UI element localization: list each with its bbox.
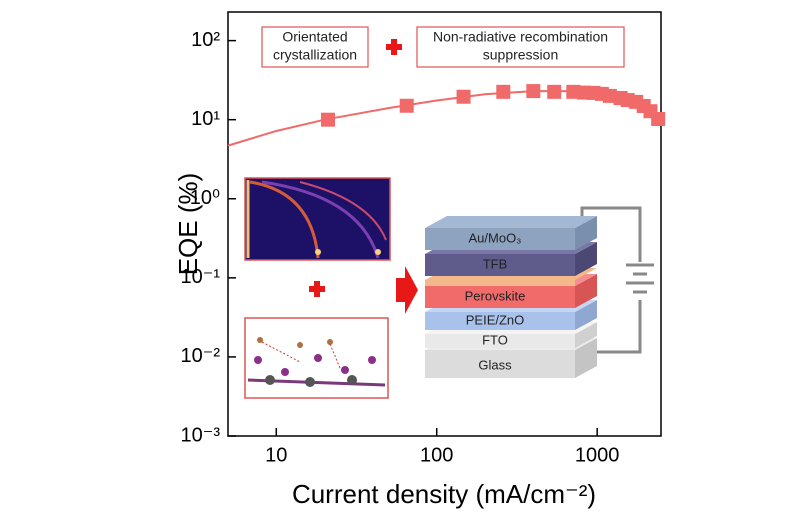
layer-front (425, 350, 575, 378)
y-axis-label: EQE (%) (173, 173, 203, 276)
annotation-text: suppression (483, 47, 559, 63)
layer-label: FTO (482, 332, 508, 347)
battery (626, 263, 654, 294)
layer-side (575, 300, 597, 330)
arrow (396, 266, 418, 314)
layer-front (425, 228, 575, 250)
layer-side (575, 274, 597, 308)
layer-front (425, 334, 575, 348)
layer-side (575, 216, 597, 250)
layer-label: Glass (478, 357, 512, 372)
y-tick-label: 10² (191, 29, 220, 51)
molecular-inset (244, 317, 389, 399)
y-tick-label: 10⁰ (190, 187, 220, 209)
x-tick-label: 10 (265, 444, 287, 466)
fit-line (227, 90, 662, 147)
x-axis-label: Current density (mA/cm⁻²) (292, 479, 596, 509)
x-tick-label: 1000 (575, 444, 620, 466)
annotation-text: crystallization (273, 47, 357, 63)
layer-top (425, 216, 597, 228)
diffraction-inset (244, 177, 391, 261)
annotation-box (416, 26, 625, 68)
layer-side (575, 322, 597, 348)
layer-label: Au/MoO₃ (469, 230, 522, 245)
y-tick-label: 10¹ (191, 108, 220, 130)
annotation-box (261, 26, 369, 68)
layer-side (575, 338, 597, 378)
layer-front (425, 286, 575, 308)
circuit (580, 206, 642, 354)
annotation-text: Orientated (282, 29, 347, 45)
x-tick-label: 100 (420, 444, 453, 466)
plot-frame (227, 11, 662, 437)
y-tick-label: 10⁻¹ (181, 266, 221, 288)
layer-label: Perovskite (465, 288, 526, 303)
layer-front (425, 254, 575, 276)
plus-signs (309, 39, 402, 297)
data-point (651, 112, 666, 127)
y-tick-label: 10⁻³ (181, 424, 221, 446)
layer-label: PEIE/ZnO (466, 312, 525, 327)
layer-label: TFB (483, 256, 508, 271)
annotation-text: Non-radiative recombination (433, 29, 608, 45)
layer-side (575, 242, 597, 276)
layer-front (425, 312, 575, 330)
y-tick-label: 10⁻² (181, 345, 221, 367)
data-point (496, 84, 511, 99)
